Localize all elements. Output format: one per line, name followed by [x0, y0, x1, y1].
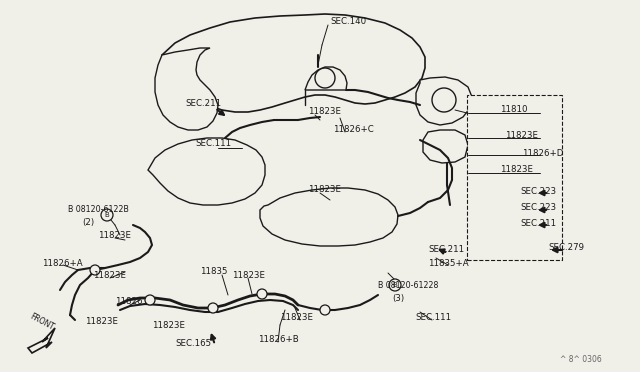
Circle shape — [389, 279, 401, 291]
Text: 11826+B: 11826+B — [258, 336, 299, 344]
Text: 11826: 11826 — [115, 298, 143, 307]
Text: 11823E: 11823E — [85, 317, 118, 327]
Text: 11810: 11810 — [500, 106, 527, 115]
Text: 11835+A: 11835+A — [428, 259, 468, 267]
Text: ^ 8^ 0306: ^ 8^ 0306 — [560, 356, 602, 365]
Text: B: B — [104, 212, 109, 218]
Text: 11823E: 11823E — [505, 131, 538, 141]
Text: SEC.223: SEC.223 — [520, 187, 556, 196]
Circle shape — [208, 303, 218, 313]
Text: SEC.140: SEC.140 — [330, 17, 366, 26]
Polygon shape — [28, 328, 55, 353]
Text: B 08120-61228: B 08120-61228 — [378, 280, 438, 289]
Text: B: B — [392, 282, 397, 288]
Text: 11823E: 11823E — [280, 314, 313, 323]
Polygon shape — [260, 188, 398, 246]
Text: SEC.279: SEC.279 — [548, 244, 584, 253]
Text: 11823E: 11823E — [500, 166, 533, 174]
Polygon shape — [155, 48, 218, 130]
Text: SEC.111: SEC.111 — [195, 138, 231, 148]
Circle shape — [90, 265, 100, 275]
Text: SEC.165: SEC.165 — [175, 339, 211, 347]
Text: SEC.223: SEC.223 — [520, 203, 556, 212]
Text: 11826+C: 11826+C — [333, 125, 374, 135]
Text: 11823E: 11823E — [152, 321, 185, 330]
Text: 11835: 11835 — [200, 267, 227, 276]
Circle shape — [101, 209, 113, 221]
Text: FRONT: FRONT — [28, 312, 55, 332]
Text: 11823E: 11823E — [98, 231, 131, 240]
Text: SEC.211: SEC.211 — [520, 218, 556, 228]
Circle shape — [315, 68, 335, 88]
Bar — [467, 95, 562, 260]
Polygon shape — [305, 67, 347, 90]
Circle shape — [145, 295, 155, 305]
Text: 11826+D: 11826+D — [522, 148, 563, 157]
Polygon shape — [416, 77, 472, 125]
Polygon shape — [162, 14, 425, 112]
Text: 11823E: 11823E — [93, 270, 126, 279]
Text: SEC.211: SEC.211 — [185, 99, 221, 108]
Text: 11826+A: 11826+A — [42, 259, 83, 267]
Circle shape — [320, 305, 330, 315]
Circle shape — [432, 88, 456, 112]
Text: 11823E: 11823E — [232, 270, 265, 279]
Circle shape — [257, 289, 267, 299]
Text: 11823E: 11823E — [308, 186, 341, 195]
Polygon shape — [148, 138, 265, 205]
Polygon shape — [423, 130, 468, 163]
Text: SEC.211: SEC.211 — [428, 246, 464, 254]
Text: (2): (2) — [82, 218, 94, 227]
Text: SEC.111: SEC.111 — [415, 314, 451, 323]
Text: 11823E: 11823E — [308, 108, 341, 116]
Text: (3): (3) — [392, 294, 404, 302]
Text: B 08120-6122B: B 08120-6122B — [68, 205, 129, 215]
